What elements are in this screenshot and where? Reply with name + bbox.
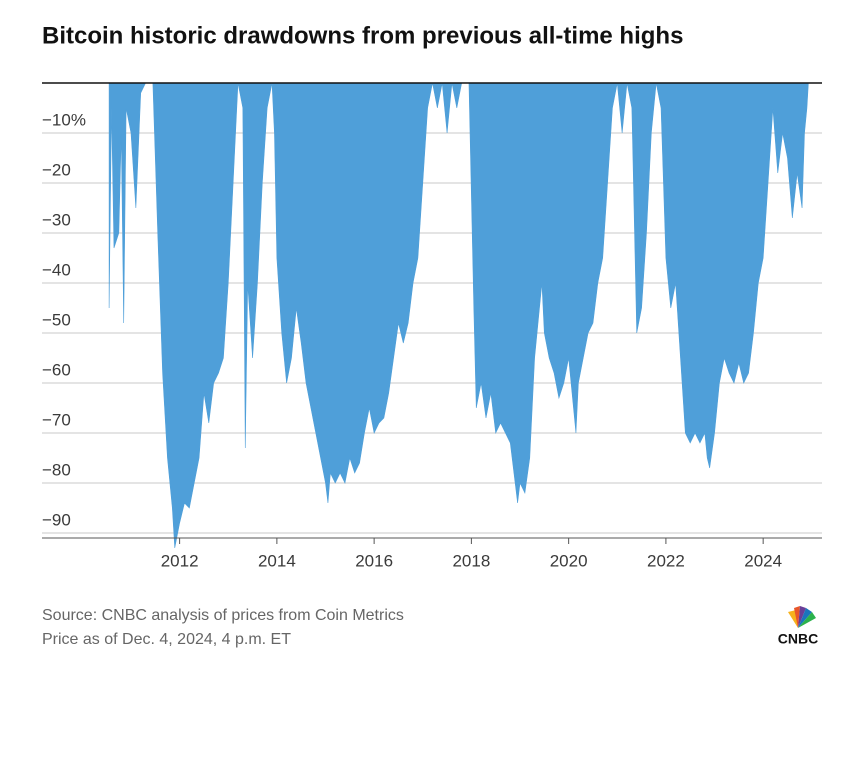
x-tick-label: 2024 bbox=[744, 551, 782, 570]
note: Price as of Dec. 4, 2024, 4 p.m. ET bbox=[42, 631, 291, 648]
logo-feather bbox=[798, 612, 816, 628]
y-tick-label: −30 bbox=[42, 210, 71, 229]
logo-text: CNBC bbox=[778, 631, 818, 647]
x-tick-label: 2022 bbox=[647, 551, 685, 570]
y-tick-label: −10% bbox=[42, 110, 86, 129]
y-tick-label: −90 bbox=[42, 510, 71, 529]
y-tick-label: −20 bbox=[42, 160, 71, 179]
logo-feather bbox=[798, 606, 806, 628]
chart-title: Bitcoin historic drawdowns from previous… bbox=[42, 22, 683, 49]
logo-feather bbox=[798, 608, 812, 628]
logo: CNBC bbox=[778, 606, 818, 647]
y-tick-label: −50 bbox=[42, 310, 71, 329]
y-tick-label: −70 bbox=[42, 410, 71, 429]
x-tick-label: 2018 bbox=[452, 551, 490, 570]
source: Source: CNBC analysis of prices from Coi… bbox=[42, 607, 404, 624]
x-tick-label: 2016 bbox=[355, 551, 393, 570]
y-tick-label: −80 bbox=[42, 460, 71, 479]
x-tick-label: 2012 bbox=[161, 551, 199, 570]
area bbox=[108, 82, 809, 549]
x-tick-label: 2020 bbox=[550, 551, 588, 570]
y-tick-label: −40 bbox=[42, 260, 71, 279]
y-tick-label: −60 bbox=[42, 360, 71, 379]
x-tick-label: 2014 bbox=[258, 551, 296, 570]
